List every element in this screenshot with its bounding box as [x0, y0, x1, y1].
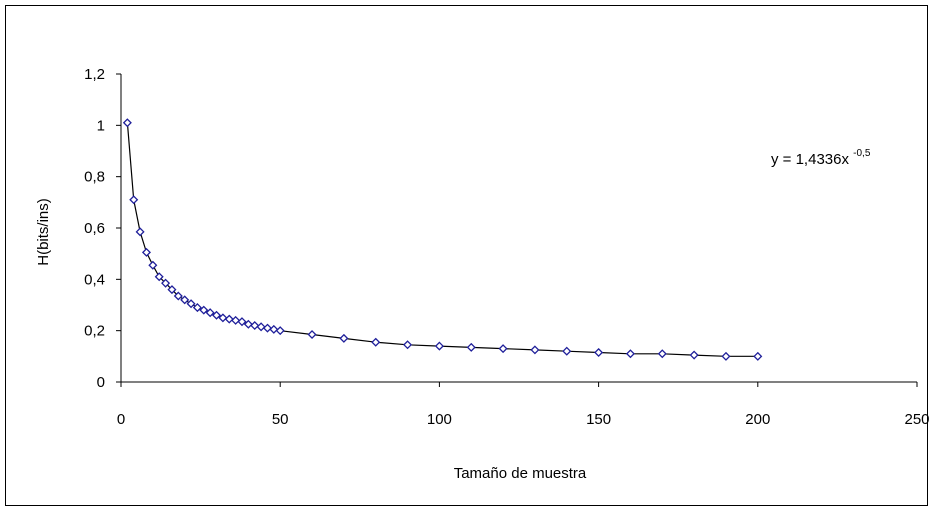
data-point [269, 324, 279, 334]
y-axis-label: H(bits/ins) [35, 198, 52, 266]
data-point [135, 227, 145, 237]
chart-border [5, 5, 928, 506]
y-tick-label: 1 [97, 117, 105, 134]
y-tick-label: 0,4 [84, 271, 105, 288]
y-tick-label: 0,2 [84, 323, 105, 340]
data-point [161, 278, 171, 288]
data-point [218, 313, 228, 323]
data-point [403, 340, 413, 350]
x-tick-label: 250 [904, 411, 929, 428]
x-tick-label: 0 [117, 411, 125, 428]
data-point [192, 303, 202, 313]
data-point [186, 299, 196, 309]
tick-labels: 0 0,2 0,4 0,6 0,8 1 1,2 0 50 100 150 200 250 [84, 66, 929, 428]
data-point [657, 349, 667, 359]
data-point [275, 326, 285, 336]
data-point [167, 285, 177, 295]
data-point [199, 305, 209, 315]
data-point [243, 319, 253, 329]
x-tick-label: 50 [272, 411, 289, 428]
trendline-equation-text: y = 1,4336x [771, 151, 849, 168]
data-point [129, 195, 139, 205]
trendline-equation: y = 1,4336x -0,5 [771, 148, 871, 168]
data-point [148, 260, 158, 270]
data-point [237, 317, 247, 327]
trendline-equation-exponent: -0,5 [853, 148, 871, 159]
y-tick-label: 1,2 [84, 66, 105, 83]
data-point [594, 347, 604, 358]
data-point [721, 351, 731, 361]
data-point [371, 337, 381, 347]
x-tick-label: 200 [745, 411, 770, 428]
data-point [205, 308, 215, 318]
y-tick-label: 0 [97, 374, 105, 391]
x-tick-label: 150 [586, 411, 611, 428]
data-point [307, 329, 317, 340]
data-point [224, 314, 234, 324]
axes [116, 73, 918, 387]
y-tick-label: 0,8 [84, 169, 105, 186]
x-axis-label: Tamaño de muestra [454, 465, 587, 482]
data-point [753, 351, 763, 361]
data-point [262, 323, 272, 333]
data-point [498, 344, 508, 354]
x-tick-label: 100 [427, 411, 452, 428]
data-point [625, 349, 635, 359]
data-point [339, 333, 349, 343]
data-point [141, 247, 151, 257]
data-point [562, 346, 572, 356]
data-point [250, 321, 260, 331]
data-point [180, 295, 190, 305]
data-point [530, 345, 540, 355]
data-point [154, 272, 164, 282]
data-point [689, 350, 699, 360]
data-point [173, 291, 183, 301]
data-point [434, 341, 444, 351]
y-tick-label: 0,6 [84, 220, 105, 237]
data-point [231, 315, 241, 325]
data-point [256, 322, 266, 332]
data-point [466, 342, 476, 352]
data-point [122, 118, 132, 128]
data-point [212, 310, 222, 320]
series-markers [122, 118, 763, 361]
